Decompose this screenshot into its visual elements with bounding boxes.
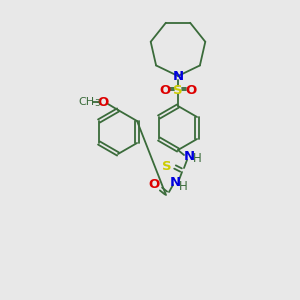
Text: S: S xyxy=(162,160,172,173)
Text: N: N xyxy=(183,151,195,164)
Text: O: O xyxy=(148,178,160,190)
Text: O: O xyxy=(159,83,171,97)
Text: N: N xyxy=(172,70,184,83)
Text: 3: 3 xyxy=(94,100,100,109)
Text: O: O xyxy=(185,83,197,97)
Text: N: N xyxy=(169,176,181,188)
Text: H: H xyxy=(178,179,188,193)
Text: S: S xyxy=(173,83,183,97)
Text: CH: CH xyxy=(78,97,94,107)
Text: O: O xyxy=(98,95,109,109)
Text: H: H xyxy=(193,152,201,166)
